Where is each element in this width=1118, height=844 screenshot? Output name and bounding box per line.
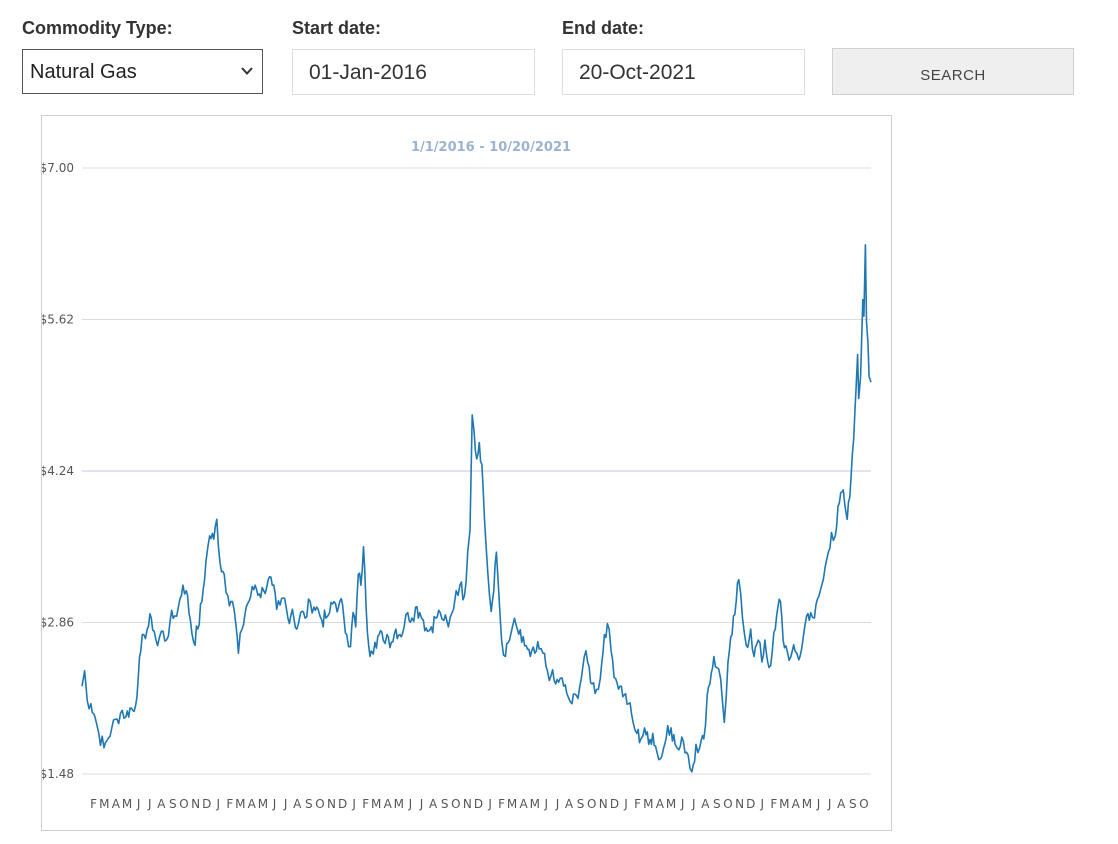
x-tick-label: J — [544, 797, 549, 811]
x-tick-label: S — [713, 797, 721, 811]
x-tick-label: D — [746, 797, 755, 811]
x-tick-label: F — [634, 797, 641, 811]
x-tick-label: M — [643, 797, 653, 811]
x-tick-label: M — [394, 797, 404, 811]
x-tick-label: M — [666, 797, 676, 811]
x-tick-label: J — [147, 797, 152, 811]
x-tick-label: M — [122, 797, 132, 811]
x-tick-label: N — [599, 797, 608, 811]
x-tick-label: F — [770, 797, 777, 811]
x-tick-label: O — [723, 797, 732, 811]
x-tick-label: A — [656, 797, 665, 811]
x-tick-label: J — [283, 797, 288, 811]
x-tick-label: O — [587, 797, 596, 811]
x-tick-label: S — [441, 797, 449, 811]
x-tick-label: J — [487, 797, 492, 811]
x-tick-label: O — [179, 797, 188, 811]
x-tick-label: M — [507, 797, 517, 811]
x-tick-label: D — [610, 797, 619, 811]
x-tick-label: M — [258, 797, 268, 811]
x-tick-label: J — [691, 797, 696, 811]
x-tick-label: J — [419, 797, 424, 811]
commodity-label: Commodity Type: — [22, 18, 173, 38]
x-tick-label: O — [451, 797, 460, 811]
end-date-value: 20-Oct-2021 — [579, 61, 696, 84]
commodity-select[interactable]: Natural Gas — [22, 49, 263, 94]
x-tick-label: O — [859, 797, 868, 811]
x-tick-label: J — [272, 797, 277, 811]
chart-frame: 1/1/2016 - 10/20/2021 $7.00 $5.62 $4.24 $2.… — [40, 115, 892, 831]
x-tick-label: A — [293, 797, 302, 811]
x-tick-label: J — [827, 797, 832, 811]
y-tick-label: $7.00 — [42, 161, 74, 175]
x-tick-label: M — [779, 797, 789, 811]
x-tick-label: M — [371, 797, 381, 811]
x-tick-label: M — [802, 797, 812, 811]
x-tick-label: A — [837, 797, 846, 811]
x-tick-label: M — [530, 797, 540, 811]
x-tick-label: J — [136, 797, 141, 811]
search-button[interactable]: SEARCH — [832, 48, 1074, 95]
x-tick-label: J — [760, 797, 765, 811]
start-date-field[interactable]: 01-Jan-2016 — [292, 49, 535, 95]
x-tick-label: N — [327, 797, 336, 811]
chart-title: 1/1/2016 - 10/20/2021 — [411, 140, 571, 155]
end-date-field[interactable]: 20-Oct-2021 — [562, 49, 805, 95]
x-tick-label: J — [623, 797, 628, 811]
x-tick-label: S — [305, 797, 313, 811]
x-tick-label: J — [351, 797, 356, 811]
y-tick-label: $1.48 — [42, 767, 74, 781]
x-tick-label: A — [701, 797, 710, 811]
x-tick-label: N — [191, 797, 200, 811]
x-tick-label: A — [112, 797, 121, 811]
x-tick-label: S — [849, 797, 857, 811]
x-tick-label: F — [362, 797, 369, 811]
price-series-line — [81, 244, 872, 773]
x-tick-label: J — [408, 797, 413, 811]
x-tick-label: N — [463, 797, 472, 811]
x-tick-label: A — [384, 797, 393, 811]
x-tick-label: A — [429, 797, 438, 811]
start-date-label: Start date: — [292, 18, 382, 38]
x-tick-label: A — [157, 797, 166, 811]
y-tick-label: $2.86 — [42, 616, 74, 630]
x-tick-label: F — [226, 797, 233, 811]
x-tick-label: A — [565, 797, 574, 811]
x-tick-label: J — [555, 797, 560, 811]
x-tick-label: M — [99, 797, 109, 811]
price-chart: 1/1/2016 - 10/20/2021 $7.00 $5.62 $4.24 $2.… — [40, 140, 872, 811]
x-tick-label: N — [735, 797, 744, 811]
x-tick-label: S — [577, 797, 585, 811]
x-tick-label: F — [498, 797, 505, 811]
y-tick-label: $4.24 — [42, 464, 74, 478]
x-tick-label: A — [519, 797, 528, 811]
x-tick-label: M — [235, 797, 245, 811]
x-tick-label: S — [169, 797, 177, 811]
x-tick-label: O — [315, 797, 324, 811]
y-tick-label: $5.62 — [42, 313, 74, 327]
x-tick-label: D — [202, 797, 211, 811]
x-tick-label: F — [90, 797, 97, 811]
commodity-select-value: Natural Gas — [30, 61, 137, 83]
x-tick-label: J — [680, 797, 685, 811]
x-tick-label: A — [248, 797, 257, 811]
x-tick-label: D — [338, 797, 347, 811]
end-date-label: End date: — [562, 18, 645, 38]
x-tick-label: A — [792, 797, 801, 811]
chevron-down-icon — [240, 64, 254, 83]
x-tick-label: J — [816, 797, 821, 811]
x-tick-label: J — [216, 797, 221, 811]
x-tick-label: D — [474, 797, 483, 811]
start-date-value: 01-Jan-2016 — [309, 61, 427, 84]
